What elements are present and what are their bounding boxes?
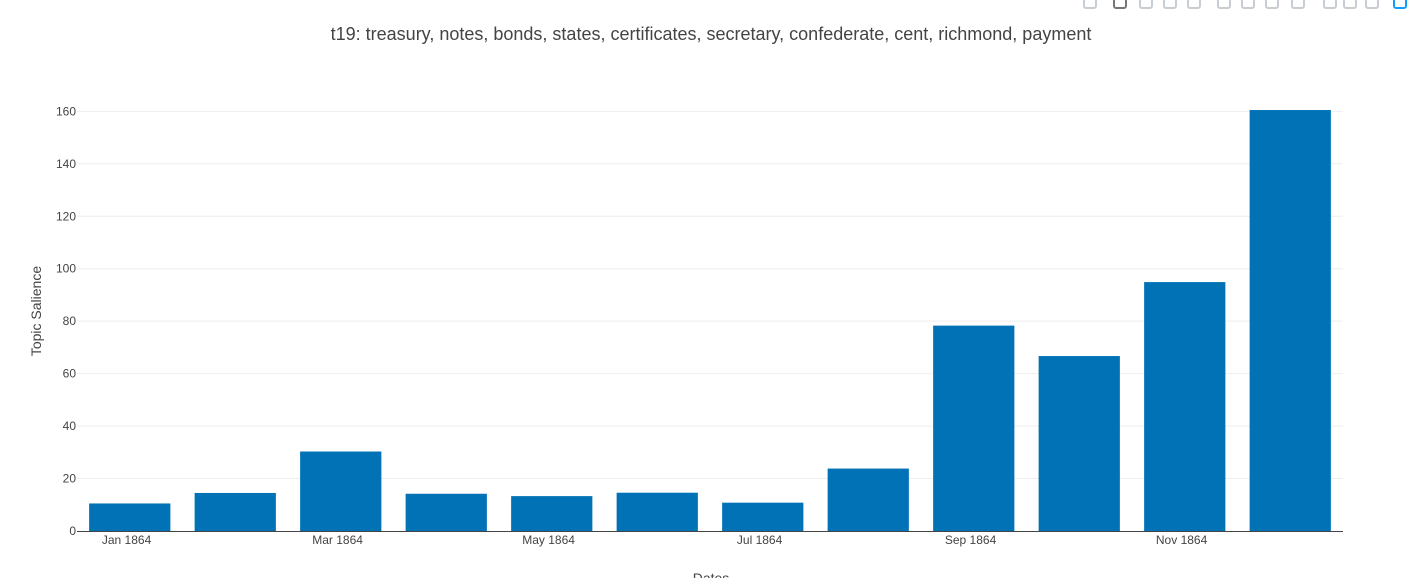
x-axis-ticks: Jan 1864 Mar 1864 May 1864 Jul 1864 Sep 1864… <box>102 533 1208 547</box>
x-tick-label: Jan 1864 <box>102 533 152 547</box>
bar-1864-07[interactable] <box>722 502 804 531</box>
bar-1864-10[interactable] <box>1038 356 1120 531</box>
x-tick-label: Jul 1864 <box>737 533 783 547</box>
zoom-out-icon[interactable] <box>1240 0 1256 10</box>
y-tick-label: 20 <box>63 472 77 486</box>
x-axis-title: Dates <box>693 570 730 578</box>
bar-1864-09[interactable] <box>933 325 1015 531</box>
zoom-icon[interactable] <box>1112 0 1128 10</box>
bar-1864-11[interactable] <box>1144 282 1226 531</box>
x-tick-label: Sep 1864 <box>945 533 997 547</box>
box-select-icon[interactable] <box>1162 0 1178 10</box>
bars <box>89 110 1331 531</box>
lasso-icon[interactable] <box>1186 0 1202 10</box>
bar-1864-06[interactable] <box>616 492 698 531</box>
autoscale-icon[interactable] <box>1264 0 1280 10</box>
bar-1864-02[interactable] <box>194 492 276 531</box>
bar-1864-04[interactable] <box>405 493 487 531</box>
camera-icon[interactable] <box>1082 0 1098 10</box>
y-axis-ticks: 0 20 40 60 80 100 120 140 160 <box>56 104 76 538</box>
y-tick-label: 100 <box>56 262 76 276</box>
y-tick-label: 160 <box>56 104 76 118</box>
bar-1864-12[interactable] <box>1249 110 1331 531</box>
modebar <box>1068 0 1408 14</box>
reset-axes-icon[interactable] <box>1290 0 1306 10</box>
x-tick-label: May 1864 <box>522 533 575 547</box>
y-tick-label: 40 <box>63 419 77 433</box>
y-tick-label: 80 <box>63 314 77 328</box>
y-axis-title: Topic Salience <box>28 266 44 356</box>
bar-1864-01[interactable] <box>89 503 171 531</box>
bar-1864-03[interactable] <box>300 451 382 531</box>
bar-1864-08[interactable] <box>827 468 909 531</box>
y-tick-label: 120 <box>56 209 76 223</box>
y-tick-label: 140 <box>56 157 76 171</box>
zoom-in-icon[interactable] <box>1216 0 1232 10</box>
x-tick-label: Mar 1864 <box>312 533 363 547</box>
y-tick-label: 0 <box>69 524 76 538</box>
chart-title: t19: treasury, notes, bonds, states, cer… <box>331 24 1092 44</box>
pan-icon[interactable] <box>1138 0 1154 10</box>
bar-1864-05[interactable] <box>511 496 593 531</box>
plotly-logo[interactable] <box>1392 0 1408 10</box>
y-tick-label: 60 <box>63 367 77 381</box>
hover-closest-icon[interactable] <box>1342 0 1358 10</box>
spike-lines-icon[interactable] <box>1322 0 1338 10</box>
hover-compare-icon[interactable] <box>1364 0 1380 10</box>
x-tick-label: Nov 1864 <box>1156 533 1208 547</box>
gridlines <box>77 110 1343 480</box>
